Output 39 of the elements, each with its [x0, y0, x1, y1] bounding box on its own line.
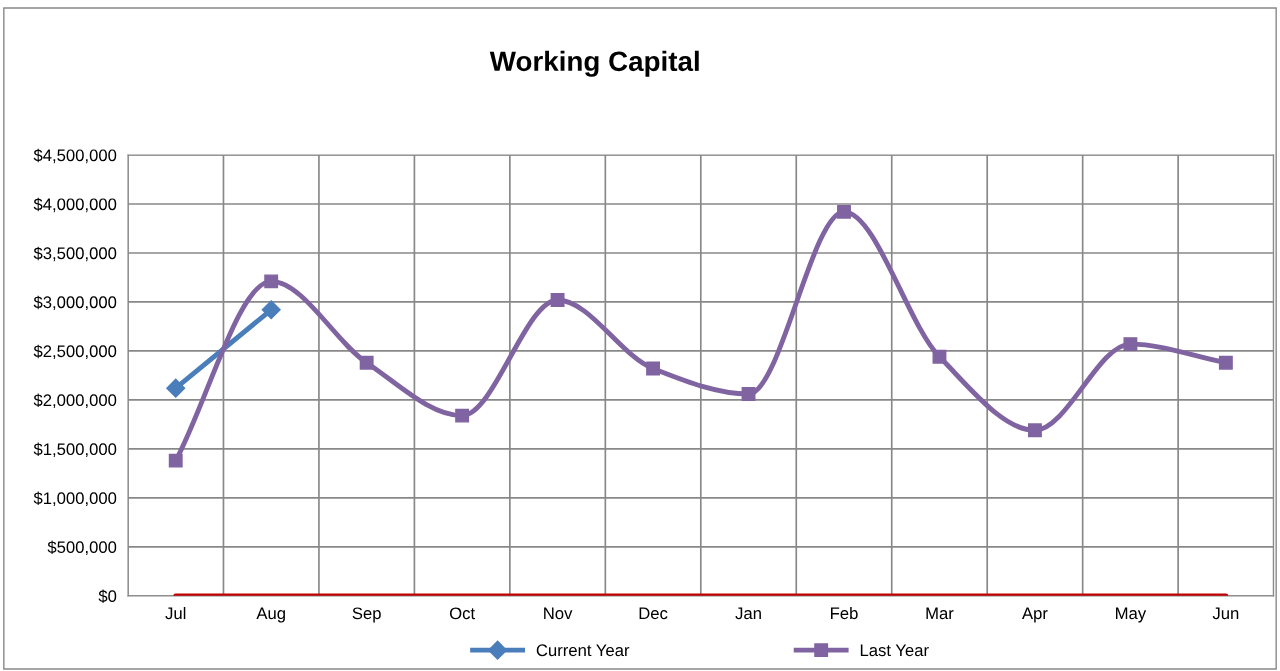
point	[932, 349, 947, 364]
x-tick-label: Aug	[256, 607, 285, 623]
x-tick-label: May	[1116, 607, 1147, 623]
y-tick-label: $2,000,000	[33, 393, 117, 409]
point	[264, 274, 279, 289]
x-tick-label: Jul	[165, 606, 186, 620]
y-tick-label: $4,000,000	[33, 197, 117, 213]
x-tick-label: Dec	[639, 607, 668, 620]
point	[166, 378, 186, 398]
point	[168, 453, 183, 468]
chart-title: Working Capital	[489, 50, 699, 77]
y-tick-label: $1,000,000	[33, 491, 117, 507]
x-tick-label: Jan	[735, 607, 761, 620]
legend-label: Current Year	[536, 644, 630, 657]
x-tick-label: Jun	[1212, 607, 1239, 620]
y-tick-label: $0	[98, 589, 117, 604]
y-tick-label: $3,000,000	[33, 295, 117, 311]
point	[550, 293, 565, 307]
point	[1123, 337, 1138, 352]
point	[359, 355, 374, 370]
legend-label: Last Year	[860, 644, 929, 657]
x-tick-label: Oct	[449, 607, 475, 620]
x-tick-label: Apr	[1022, 607, 1048, 623]
x-tick-label: Nov	[544, 607, 573, 620]
point	[1027, 423, 1042, 438]
y-tick-label: $500,000	[47, 540, 117, 556]
y-tick-label: $2,500,000	[33, 344, 117, 360]
point	[741, 387, 756, 401]
point	[646, 361, 661, 376]
x-tick-label: Sep	[352, 607, 381, 623]
point	[455, 408, 470, 423]
point	[1218, 355, 1233, 370]
point	[261, 300, 281, 320]
x-tick-label: Feb	[831, 606, 858, 620]
x-tick-label: Mar	[926, 607, 954, 620]
y-tick-label: $3,500,000	[33, 246, 117, 262]
y-tick-label: $1,500,000	[33, 442, 117, 458]
y-tick-label: $4,500,000	[33, 148, 117, 164]
point	[837, 204, 851, 219]
